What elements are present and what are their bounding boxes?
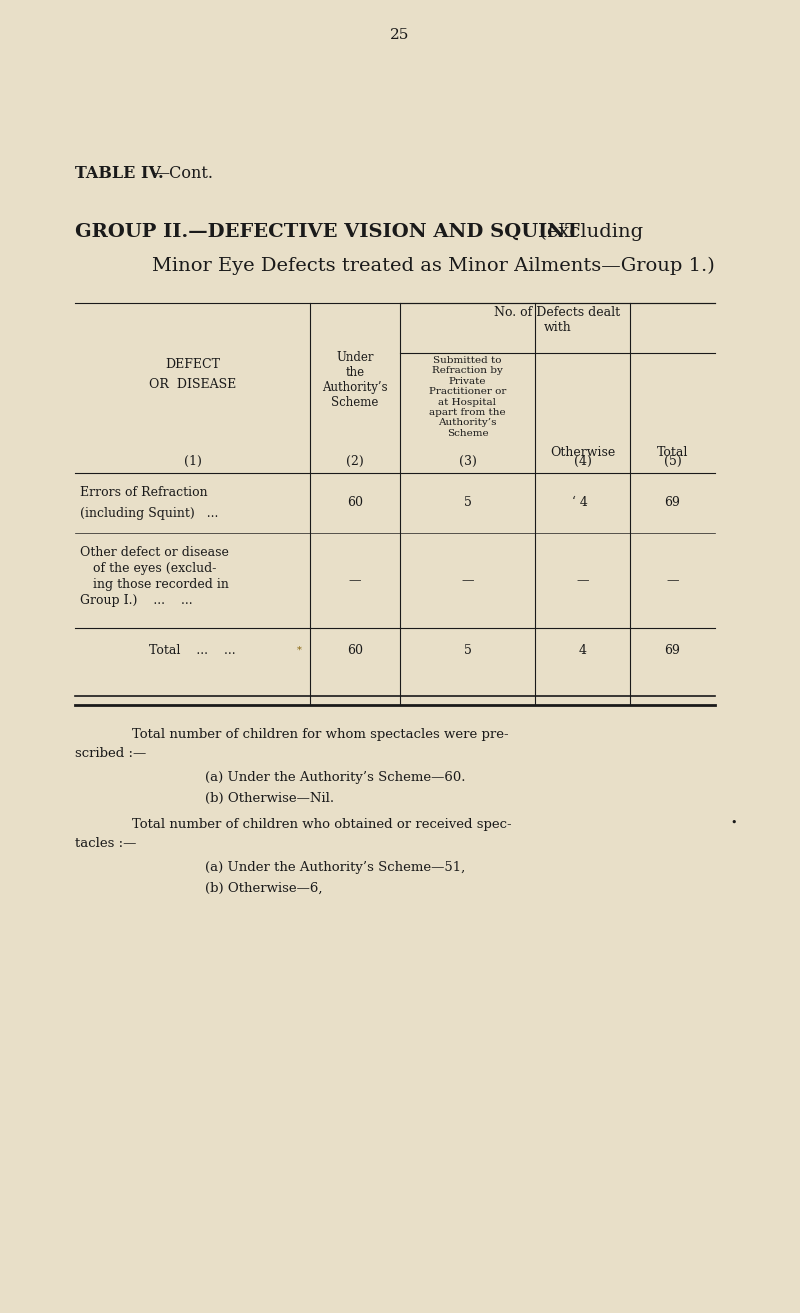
Text: —Cont.: —Cont.	[153, 165, 213, 183]
Text: Total number of children for whom spectacles were pre-: Total number of children for whom specta…	[132, 727, 509, 741]
Text: (including Squint)   ...: (including Squint) ...	[80, 507, 218, 520]
Text: Submitted to
Refraction by
Private
Practitioner or
at Hospital
apart from the
Au: Submitted to Refraction by Private Pract…	[429, 356, 506, 437]
Text: Group I.)    ...    ...: Group I.) ... ...	[80, 593, 193, 607]
Text: (1): (1)	[183, 456, 202, 467]
Text: 4: 4	[578, 643, 586, 656]
Text: No. of Defects dealt
with: No. of Defects dealt with	[494, 306, 621, 334]
Text: (3): (3)	[458, 456, 477, 467]
Text: Minor Eye Defects treated as Minor Ailments—Group 1.): Minor Eye Defects treated as Minor Ailme…	[152, 257, 714, 276]
Text: 5: 5	[463, 496, 471, 509]
Text: GROUP II.—DEFECTIVE VISION AND SQUINT: GROUP II.—DEFECTIVE VISION AND SQUINT	[75, 223, 580, 242]
Text: 60: 60	[347, 496, 363, 509]
Text: —: —	[666, 574, 678, 587]
Text: Errors of Refraction: Errors of Refraction	[80, 487, 208, 499]
Text: •: •	[730, 818, 737, 829]
Text: of the eyes (exclud-: of the eyes (exclud-	[93, 562, 216, 575]
Text: Under
the
Authority’s
Scheme: Under the Authority’s Scheme	[322, 351, 388, 410]
Text: DEFECT: DEFECT	[165, 358, 220, 372]
Text: Total: Total	[657, 446, 688, 460]
Text: —: —	[576, 574, 589, 587]
Text: TABLE IV.: TABLE IV.	[75, 165, 164, 183]
Text: (5): (5)	[664, 456, 682, 467]
Text: 69: 69	[665, 496, 681, 509]
Text: OR  DISEASE: OR DISEASE	[149, 378, 236, 391]
Text: 60: 60	[347, 643, 363, 656]
Text: —: —	[349, 574, 362, 587]
Text: (excluding: (excluding	[533, 223, 643, 242]
Text: 5: 5	[463, 643, 471, 656]
Text: ing those recorded in: ing those recorded in	[93, 578, 229, 591]
Text: (b) Otherwise—Nil.: (b) Otherwise—Nil.	[205, 792, 334, 805]
Text: scribed :—: scribed :—	[75, 747, 146, 760]
Text: 69: 69	[665, 643, 681, 656]
Text: Total number of children who obtained or received spec-: Total number of children who obtained or…	[132, 818, 512, 831]
Text: (2): (2)	[346, 456, 364, 467]
Text: tacles :—: tacles :—	[75, 836, 136, 850]
Text: 25: 25	[390, 28, 410, 42]
Text: (a) Under the Authority’s Scheme—51,: (a) Under the Authority’s Scheme—51,	[205, 861, 466, 874]
Text: Otherwise: Otherwise	[550, 446, 615, 460]
Text: (4): (4)	[574, 456, 591, 467]
Text: ‘ 4: ‘ 4	[571, 496, 587, 509]
Text: —: —	[462, 574, 474, 587]
Text: *: *	[297, 646, 302, 655]
Text: Total    ...    ...: Total ... ...	[149, 643, 236, 656]
Text: (a) Under the Authority’s Scheme—60.: (a) Under the Authority’s Scheme—60.	[205, 771, 466, 784]
Text: (b) Otherwise—6,: (b) Otherwise—6,	[205, 882, 322, 895]
Text: Other defect or disease: Other defect or disease	[80, 546, 229, 559]
